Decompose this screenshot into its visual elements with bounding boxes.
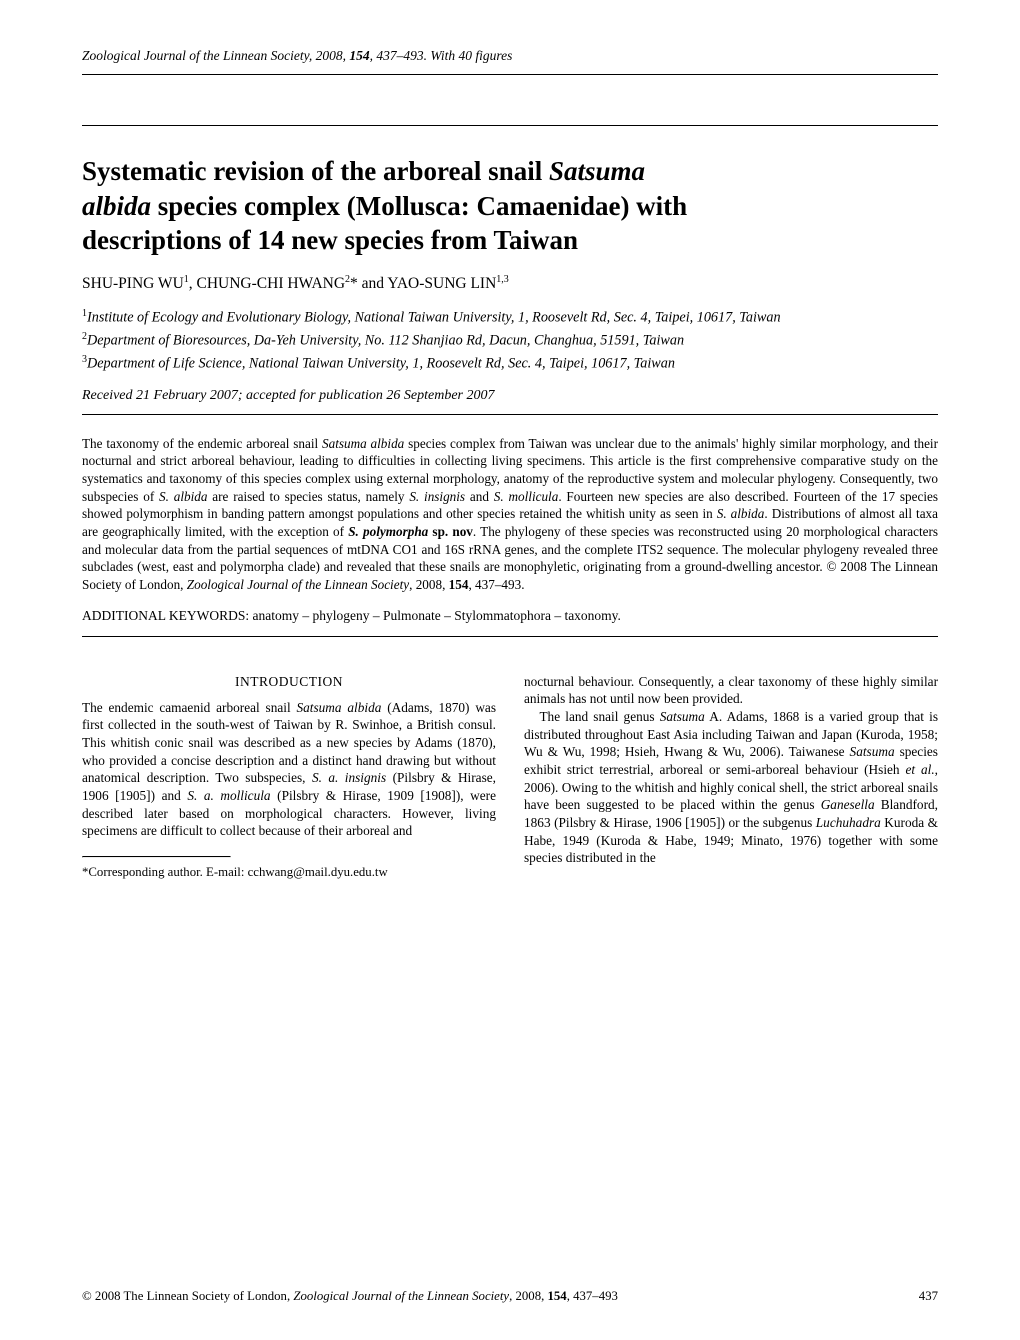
l-sp3: S. a. mollicula	[187, 788, 270, 803]
column-right: nocturnal behaviour. Consequently, a cle…	[524, 673, 938, 881]
intro-heading: INTRODUCTION	[82, 673, 496, 691]
r-etal: et al.	[905, 762, 934, 777]
affiliation-3: 3Department of Life Science, National Ta…	[82, 353, 938, 374]
l-sp1: Satsuma albida	[296, 700, 381, 715]
footer-tail: , 2008,	[509, 1289, 547, 1303]
running-sep: ,	[309, 48, 316, 63]
abs-seg8: , 2008,	[409, 577, 449, 592]
title-genus: Satsuma	[549, 156, 645, 186]
abs-spnov: sp. nov	[428, 524, 473, 539]
l-sp2: S. a. insignis	[312, 770, 386, 785]
af2-text: Department of Bioresources, Da-Yeh Unive…	[87, 332, 684, 348]
rule-above-abstract	[82, 414, 938, 415]
abs-jname: Zoological Journal of the Linnean Societ…	[187, 577, 409, 592]
running-head: Zoological Journal of the Linnean Societ…	[82, 48, 938, 64]
author-3-sup: 1,3	[496, 274, 509, 285]
running-pages: 437–493	[376, 48, 423, 63]
rule-top	[82, 74, 938, 75]
corresponding-author: *Corresponding author. E-mail: cchwang@m…	[82, 864, 496, 881]
author-sep2: and	[358, 275, 388, 292]
r-sp2: Satsuma	[850, 744, 895, 759]
footer-copyright: © 2008 The Linnean Society of London,	[82, 1289, 293, 1303]
af3-text: Department of Life Science, National Tai…	[87, 355, 675, 371]
author-1: SHU-PING WU	[82, 275, 184, 292]
keywords-line: ADDITIONAL KEYWORDS: anatomy – phylogeny…	[82, 608, 938, 624]
footer-pages: , 437–493	[567, 1289, 618, 1303]
author-2-mark: *	[350, 275, 358, 292]
footer-vol: 154	[548, 1289, 567, 1303]
r-sp3: Ganesella	[821, 797, 875, 812]
title-line1-pre: Systematic revision of the arboreal snai…	[82, 156, 549, 186]
left-para-1: The endemic camaenid arboreal snail Sats…	[82, 699, 496, 840]
received-line: Received 21 February 2007; accepted for …	[82, 388, 938, 404]
running-figs: With 40 figures	[430, 48, 512, 63]
rule-below-head	[82, 125, 938, 126]
title-line2-post: species complex (Mollusca: Camaenidae) w…	[151, 191, 687, 221]
rule-below-keywords	[82, 636, 938, 637]
right-para-2: The land snail genus Satsuma A. Adams, 1…	[524, 708, 938, 867]
author-2: CHUNG-CHI HWANG	[197, 275, 346, 292]
footer-pagenum: 437	[919, 1289, 938, 1304]
abs-sp5: S. albida	[717, 506, 765, 521]
footnote-rule	[82, 856, 231, 858]
abs-sp4: S. mollicula	[494, 489, 559, 504]
column-left: INTRODUCTION The endemic camaenid arbore…	[82, 673, 496, 881]
authors-line: SHU-PING WU1, CHUNG-CHI HWANG2* and YAO-…	[82, 274, 938, 293]
abs-sp3: S. insignis	[409, 489, 465, 504]
right-para-1: nocturnal behaviour. Consequently, a cle…	[524, 673, 938, 708]
author-sep1: ,	[189, 275, 197, 292]
affiliation-1: 1Institute of Ecology and Evolutionary B…	[82, 307, 938, 328]
running-vol: 154	[349, 48, 369, 63]
article-title: Systematic revision of the arboreal snai…	[82, 154, 938, 258]
abstract: The taxonomy of the endemic arboreal sna…	[82, 435, 938, 594]
abs-seg9: , 437–493.	[468, 577, 524, 592]
footer-left: © 2008 The Linnean Society of London, Zo…	[82, 1289, 618, 1304]
abs-sp2: S. albida	[159, 489, 207, 504]
af1-text: Institute of Ecology and Evolutionary Bi…	[87, 310, 781, 326]
affiliation-2: 2Department of Bioresources, Da-Yeh Univ…	[82, 330, 938, 351]
abs-seg1: The taxonomy of the endemic arboreal sna…	[82, 436, 322, 451]
author-3: YAO-SUNG LIN	[387, 275, 496, 292]
r-sp4: Luchuhadra	[816, 815, 881, 830]
running-year: 2008	[316, 48, 343, 63]
body-columns: INTRODUCTION The endemic camaenid arbore…	[82, 673, 938, 881]
abs-sp1: Satsuma albida	[322, 436, 404, 451]
l-p1a: The endemic camaenid arboreal snail	[82, 700, 296, 715]
title-line3: descriptions of 14 new species from Taiw…	[82, 225, 578, 255]
title-species: albida	[82, 191, 151, 221]
abs-seg3: are raised to species status, namely	[207, 489, 409, 504]
r-sp1: Satsuma	[660, 709, 705, 724]
footer-jname: Zoological Journal of the Linnean Societ…	[293, 1289, 509, 1303]
r-p2a: The land snail genus	[539, 709, 659, 724]
abs-seg4: and	[465, 489, 494, 504]
abs-sp6: S. polymorpha	[348, 524, 428, 539]
abs-vol: 154	[449, 577, 469, 592]
journal-name: Zoological Journal of the Linnean Societ…	[82, 48, 309, 63]
page-footer: © 2008 The Linnean Society of London, Zo…	[82, 1289, 938, 1304]
